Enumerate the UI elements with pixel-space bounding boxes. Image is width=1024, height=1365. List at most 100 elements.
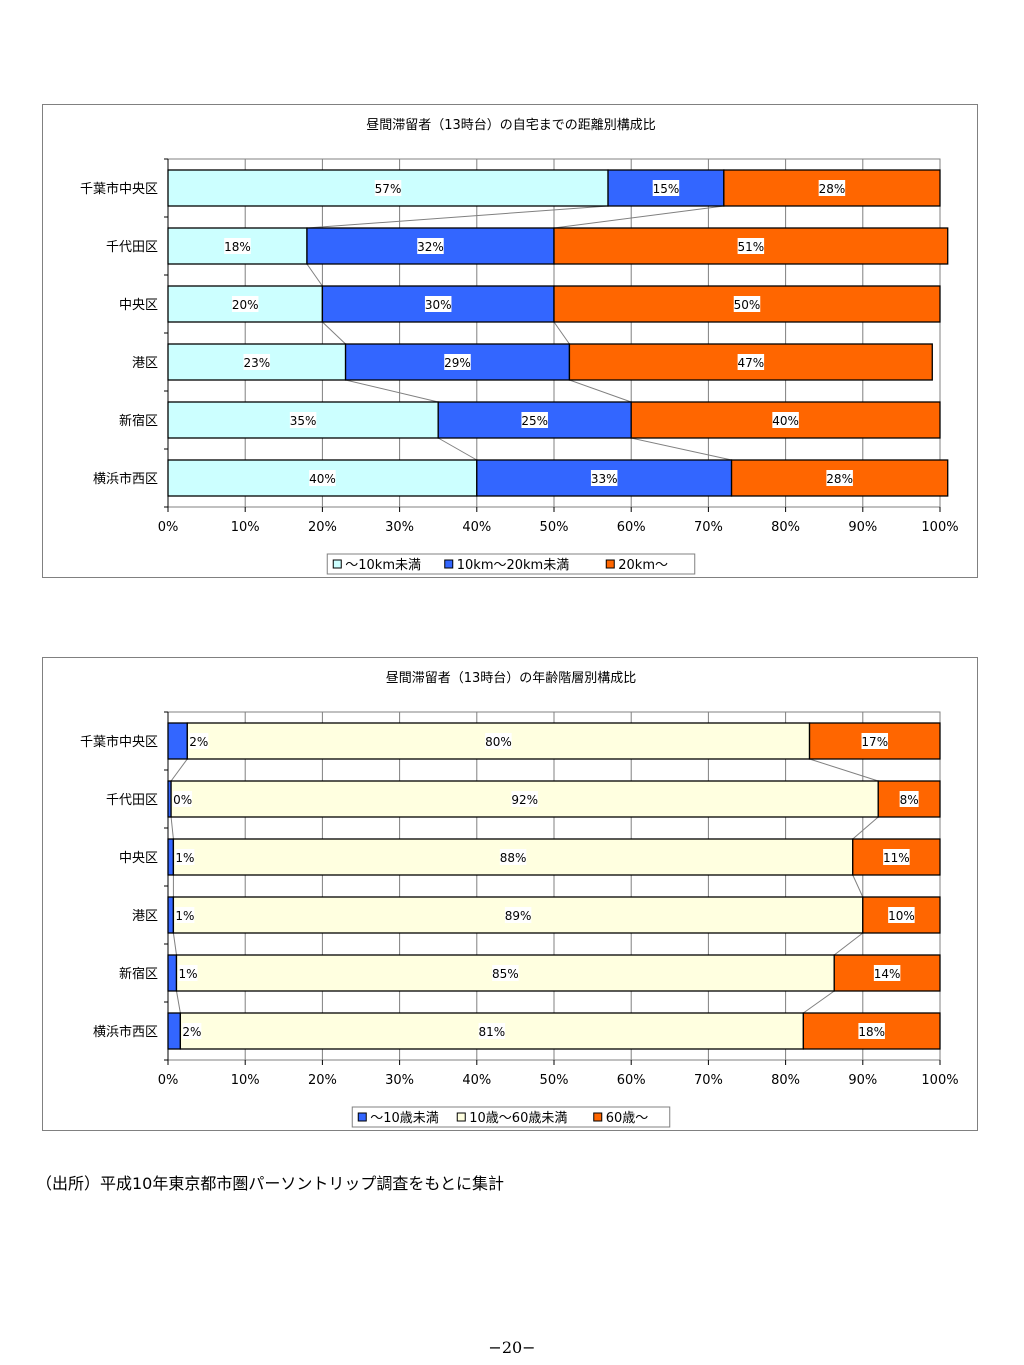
data-label: 28%	[826, 472, 853, 486]
x-tick-label: 10%	[231, 520, 260, 535]
series-line	[306, 205, 609, 229]
data-label: 33%	[591, 472, 618, 486]
data-label: 17%	[861, 735, 888, 749]
data-label-bg	[521, 412, 548, 428]
category-label: 千葉市中央区	[80, 734, 158, 750]
bar-segment	[167, 954, 178, 992]
x-tick-label: 60%	[617, 1073, 646, 1088]
series-line	[803, 990, 835, 1014]
data-label-bg	[175, 907, 195, 923]
bar-segment	[167, 838, 175, 876]
data-label-bg	[224, 238, 251, 254]
series-line	[306, 263, 323, 287]
legend-label: 60歳〜	[606, 1111, 649, 1126]
x-tick-label: 40%	[462, 520, 491, 535]
data-label: 18%	[858, 1025, 885, 1039]
data-label-bg	[772, 412, 799, 428]
legend-swatch	[593, 1112, 603, 1122]
legend-swatch	[444, 559, 454, 569]
legend-box	[326, 553, 696, 575]
x-tick-label: 50%	[540, 1073, 569, 1088]
data-label-bg	[737, 354, 765, 370]
data-label: 47%	[738, 356, 765, 370]
data-label-bg	[492, 965, 519, 981]
distance-composition-chart: 昼間滞留者（13時台）の自宅までの距離別構成比 0% 10% 20% 30% 40% 50%…	[42, 104, 978, 578]
series-line	[437, 437, 478, 461]
data-label: 25%	[521, 414, 548, 428]
bar-segment	[802, 1012, 941, 1050]
data-label: 81%	[479, 1025, 506, 1039]
data-label: 18%	[224, 240, 251, 254]
data-label-bg	[182, 1023, 202, 1039]
data-label-bg	[485, 733, 512, 749]
page-number: −20−	[488, 1338, 536, 1357]
data-label-bg	[374, 180, 402, 196]
data-label-bg	[189, 733, 209, 749]
data-label: 32%	[417, 240, 444, 254]
legend-label: 10km〜20km未満	[457, 558, 569, 573]
data-label: 29%	[444, 356, 471, 370]
data-label-bg	[504, 907, 532, 923]
data-label: 0%	[173, 793, 192, 807]
data-label-bg	[511, 791, 538, 807]
data-label: 11%	[883, 851, 910, 865]
data-label-bg	[826, 470, 853, 486]
data-label-bg	[417, 238, 444, 254]
data-label-bg	[899, 791, 919, 807]
legend: 〜10km未満 10km〜20km未満 20km〜	[326, 553, 696, 575]
distance-composition-chart-svg: 昼間滞留者（13時台）の自宅までの距離別構成比 0% 10% 20% 30% 40% 50%…	[80, 118, 959, 575]
x-tick-label: 10%	[231, 1073, 260, 1088]
data-label: 85%	[492, 967, 519, 981]
data-label-bg	[883, 849, 910, 865]
x-tick-label: 60%	[617, 520, 646, 535]
data-label: 40%	[772, 414, 799, 428]
chart-title: 昼間滞留者（13時台）の自宅までの距離別構成比	[366, 118, 656, 133]
data-label: 88%	[500, 851, 527, 865]
x-tick-label: 80%	[771, 1073, 800, 1088]
x-tick-label: 70%	[694, 1073, 723, 1088]
x-tick-label: 50%	[540, 520, 569, 535]
age-composition-chart-svg: 昼間滞留者（13時台）の年齢階層別構成比 0% 10% 20% 30% 40% 50% 60%…	[80, 671, 959, 1128]
data-label-bg	[590, 470, 618, 486]
data-label: 80%	[485, 735, 512, 749]
data-label: 1%	[175, 909, 194, 923]
series-line	[172, 932, 177, 956]
chart-title: 昼間滞留者（13時台）の年齢階層別構成比	[386, 671, 637, 686]
data-label: 51%	[738, 240, 765, 254]
data-label: 23%	[243, 356, 270, 370]
data-label: 14%	[874, 967, 901, 981]
data-label-bg	[861, 733, 889, 749]
series-line	[553, 205, 724, 229]
series-line	[809, 758, 879, 782]
data-label-bg	[424, 296, 452, 312]
data-label: 92%	[511, 793, 538, 807]
bar-segment	[167, 896, 175, 934]
category-label: 中央区	[119, 298, 158, 313]
x-tick-label: 90%	[848, 520, 877, 535]
source-note: （出所）平成10年東京都市圏パーソントリップ調査をもとに集計	[36, 1174, 505, 1193]
data-label-bg	[444, 354, 471, 370]
x-tick-label: 20%	[308, 520, 337, 535]
data-label: 30%	[425, 298, 452, 312]
data-label-bg	[173, 791, 193, 807]
category-label: 港区	[132, 909, 158, 924]
x-tick-label: 40%	[462, 1073, 491, 1088]
data-label-bg	[873, 965, 901, 981]
data-label-bg	[178, 965, 198, 981]
bar-segment	[476, 459, 733, 497]
series-line	[345, 379, 439, 403]
category-label: 横浜市西区	[93, 471, 158, 487]
series-line	[852, 874, 864, 898]
data-label-bg	[231, 296, 259, 312]
data-label: 57%	[375, 182, 402, 196]
x-tick-label: 30%	[385, 1073, 414, 1088]
series-line	[553, 321, 570, 345]
legend-box	[351, 1106, 671, 1128]
series-line	[170, 816, 174, 840]
data-label: 28%	[819, 182, 846, 196]
x-tick-label: 20%	[308, 1073, 337, 1088]
category-label: 中央区	[119, 851, 158, 866]
legend-label: 〜10km未満	[345, 558, 421, 573]
series-line	[833, 932, 864, 956]
legend-swatch	[357, 1112, 367, 1122]
